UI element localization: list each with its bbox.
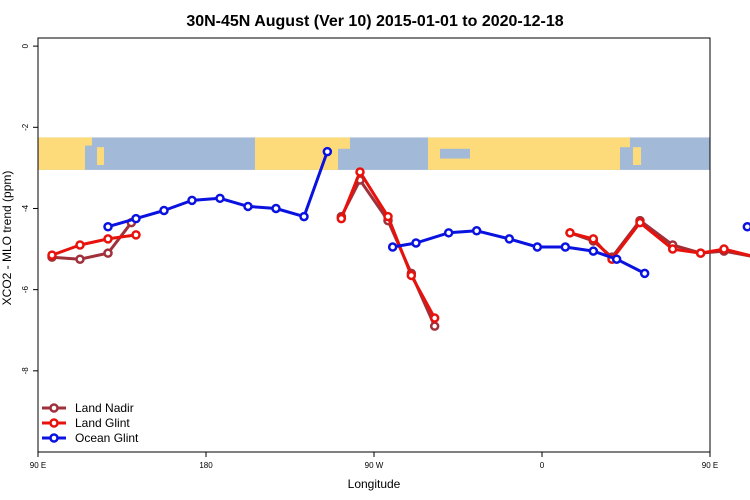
series-land-glint [47,167,750,323]
data-point [406,270,417,281]
data-point [411,238,421,248]
data-point [355,167,365,177]
data-point [611,254,622,264]
y-tick-label: -4 [21,204,30,212]
series-line [392,229,646,275]
series-land-nadir [47,175,750,331]
data-point [243,201,253,212]
map-land-patch [85,137,92,146]
data-point [639,268,650,279]
x-tick-label: 90 W [365,461,384,470]
data-point [667,244,678,254]
legend-label: Ocean Glint [75,431,139,445]
data-point [387,242,398,252]
data-point [695,248,706,258]
data-point [187,195,197,206]
x-tick-label: 90 E [702,461,718,470]
series-line [51,233,137,257]
plot-frame [37,37,711,453]
data-point [471,226,482,236]
map-land-patch [38,137,85,170]
series-layer [47,146,750,331]
y-tick-label: -6 [21,286,30,294]
x-tick-label: 90 E [30,461,46,470]
data-point [429,313,440,323]
data-point [532,242,543,252]
data-point [635,217,645,228]
data-point [215,193,225,204]
data-point [103,221,113,232]
data-point [299,211,309,222]
x-tick-label: 0 [540,461,545,470]
map-sea-patch [440,148,470,159]
series-line [569,221,750,261]
data-point [131,213,141,224]
data-point [719,244,729,254]
data-point [588,246,599,256]
y-tick-label: 0 [21,43,30,48]
data-point [565,228,575,238]
legend-marker [49,418,59,428]
y-axis-label: XCO2 - MLO trend (ppm) [0,171,14,306]
legend-label: Land Nadir [75,401,134,415]
data-point [47,250,57,260]
legend-label: Land Glint [75,416,130,430]
x-tick-label: 180 [199,461,213,470]
data-point [103,234,113,244]
map-land-patch [97,147,104,166]
data-point [75,254,85,264]
data-point [322,146,333,157]
legend-marker [49,403,59,413]
data-point [429,321,440,331]
world-map-strip [38,137,710,170]
data-point [336,213,347,224]
map-land-patch [338,137,350,149]
x-axis-ticks: 90 E 180 90 W 0 90 E [30,452,718,470]
data-point [742,221,750,232]
data-point [504,234,515,244]
series-ocean-glint [103,146,750,279]
data-point [131,230,141,240]
map-land-patch [633,147,641,166]
legend-marker [49,433,59,443]
data-point [588,234,599,244]
y-axis-ticks: 0 -2 -4 -6 -8 [21,43,38,374]
data-point [383,211,393,222]
data-point [271,203,281,214]
y-tick-label: -8 [21,367,30,375]
data-point [443,228,454,238]
map-land-patch [520,137,620,170]
x-axis-label: Longitude [348,477,401,491]
data-point [159,205,169,216]
data-point [103,248,113,258]
map-land-patch [620,137,630,148]
series-line [339,178,437,327]
chart-title: 30N-45N August (Ver 10) 2015-01-01 to 20… [186,13,563,30]
data-point [75,240,85,250]
y-tick-label: -2 [21,123,30,131]
data-point [560,242,571,252]
